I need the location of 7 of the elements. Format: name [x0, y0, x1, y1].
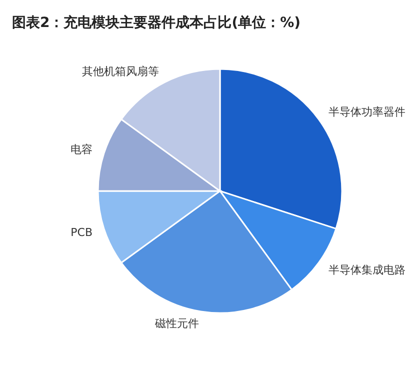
chart-title: 图表2：充电模块主要器件成本占比(单位：%) [11, 14, 302, 33]
slice-label: 其他机箱风扇等 [82, 65, 160, 78]
slice-label: 磁性元件 [154, 316, 200, 330]
slice-label: PCB [70, 226, 93, 239]
slice-label: 半导体功率器件 [328, 106, 406, 119]
slice-label: 半导体集成电路 [328, 263, 406, 276]
slice-label: 电容 [70, 143, 93, 156]
